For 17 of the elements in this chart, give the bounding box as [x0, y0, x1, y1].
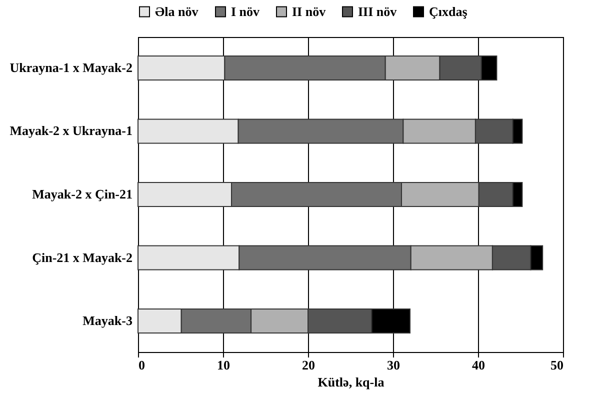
- legend-label: Çıxdaş: [429, 4, 468, 19]
- legend-label: I növ: [231, 4, 260, 19]
- x-axis-title: Kütlə, kq-la: [318, 374, 385, 390]
- y-tick-label: Mayak-2 x Ukrayna-1: [10, 123, 132, 138]
- x-tick-label: 50: [550, 358, 564, 372]
- x-tick-label: 40: [472, 358, 485, 372]
- y-tick-label: Mayak-3: [82, 313, 133, 328]
- y-tick-label: Çin-21 x Mayak-2: [32, 250, 132, 265]
- x-tick-label: 0: [138, 358, 145, 372]
- x-tick-label: 20: [302, 358, 315, 372]
- x-tick-label: 10: [217, 358, 230, 372]
- legend-label: II növ: [292, 4, 326, 19]
- x-tick-label: 30: [387, 358, 400, 372]
- y-tick-label: Mayak-2 x Çin-21: [32, 186, 132, 202]
- legend-label: Əla növ: [155, 4, 199, 19]
- y-tick-label: Ukrayna-1 x Mayak-2: [10, 60, 132, 75]
- legend-label: III növ: [358, 4, 398, 19]
